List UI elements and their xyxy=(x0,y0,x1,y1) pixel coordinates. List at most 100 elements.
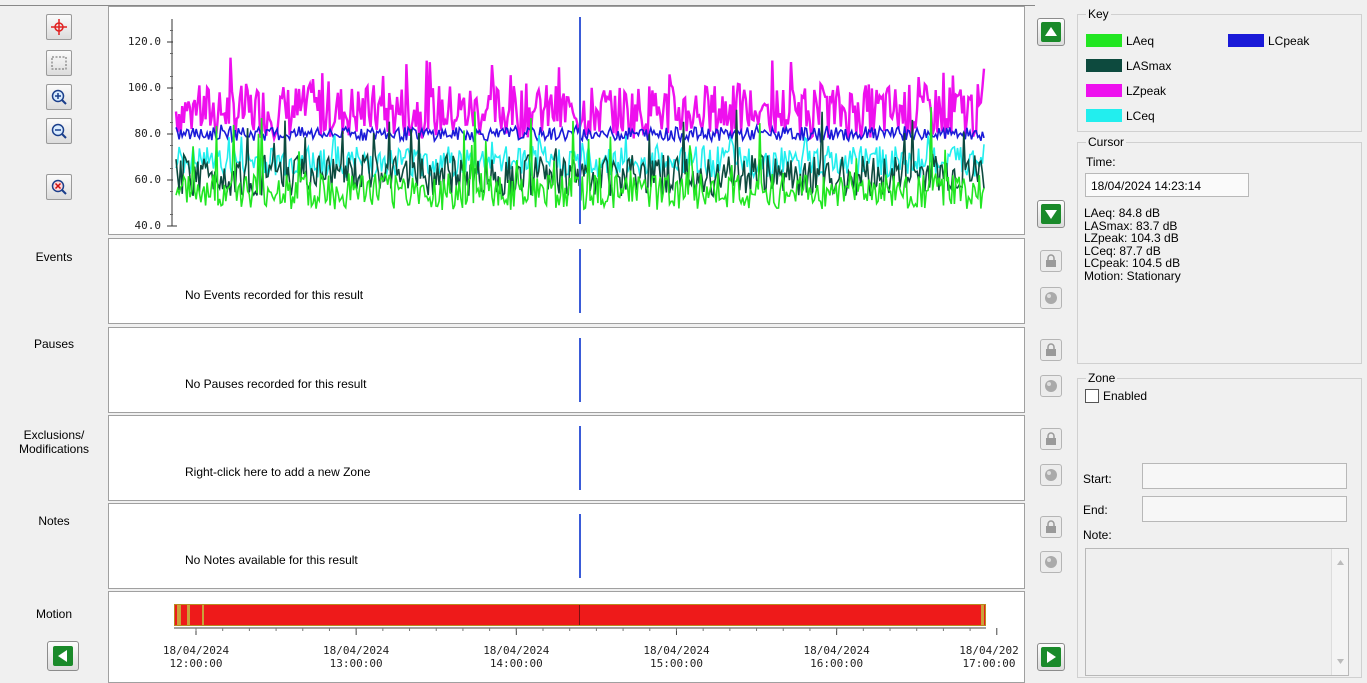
crosshair-button[interactable] xyxy=(46,14,72,40)
arrow-left-icon xyxy=(53,646,73,666)
zone-enabled-checkbox[interactable] xyxy=(1085,389,1099,403)
zoom-in-icon xyxy=(51,89,67,105)
key-label-lzpeak: LZpeak xyxy=(1126,84,1167,98)
select-rectangle-button[interactable] xyxy=(46,50,72,76)
readout-lasmax: LASmax: 83.7 dB xyxy=(1084,218,1178,233)
zoom-in-button[interactable] xyxy=(46,84,72,110)
key-swatch-lasmax xyxy=(1086,59,1122,72)
key-label-lasmax: LASmax xyxy=(1126,59,1172,73)
exclusions-row-label: Exclusions/ Modifications xyxy=(18,428,90,456)
key-swatch-lzpeak xyxy=(1086,84,1122,97)
y-tick-label: 120.0 xyxy=(127,35,161,48)
notes-row-label: Notes xyxy=(38,514,70,528)
pauses-cursor-line xyxy=(579,338,581,402)
cursor-time-field: 18/04/2024 14:23:14 xyxy=(1085,173,1249,197)
zone-start-field[interactable] xyxy=(1142,463,1347,489)
motion-panel[interactable]: 18/04/2024 12:00:00 18/04/2024 13:00:00 18… xyxy=(108,591,1025,683)
scroll-down-button[interactable] xyxy=(1037,200,1065,228)
exclusions-message: Right-click here to add a new Zone xyxy=(185,465,371,479)
select-rectangle-icon xyxy=(51,56,67,70)
zone-note-textarea[interactable] xyxy=(1085,548,1349,676)
events-panel[interactable]: No Events recorded for this result xyxy=(108,238,1025,324)
events-lock-button[interactable] xyxy=(1040,250,1062,272)
cursor-time-label: Time: xyxy=(1086,155,1116,169)
arrow-up-icon xyxy=(1041,22,1061,42)
readout-laeq: LAeq: 84.8 dB xyxy=(1084,206,1161,220)
notes-message: No Notes available for this result xyxy=(185,553,358,567)
cursor-time-value: 18/04/2024 14:23:14 xyxy=(1091,179,1202,193)
scroll-right-button[interactable] xyxy=(1037,643,1065,671)
key-title: Key xyxy=(1086,7,1111,21)
color-picker-icon xyxy=(1045,556,1057,568)
y-tick-label: 60.0 xyxy=(134,173,162,186)
exclusions-color-button[interactable] xyxy=(1040,464,1062,486)
key-label-laeq: LAeq xyxy=(1126,34,1155,48)
time-axis xyxy=(174,627,998,635)
zone-end-field[interactable] xyxy=(1142,496,1347,522)
events-row-label: Events xyxy=(35,250,73,264)
zone-start-label: Start: xyxy=(1083,472,1112,486)
readout-motion: Motion: Stationary xyxy=(1084,268,1181,283)
key-group: Key xyxy=(1077,7,1362,132)
events-message: No Events recorded for this result xyxy=(185,288,364,302)
time-cursor-line[interactable] xyxy=(579,17,581,224)
x-tick-label: 18/04/2024 16:00:00 xyxy=(803,644,870,670)
cursor-readout: LAeq: 84.8 dB LASmax: 83.7 dB LZpeak: 10… xyxy=(1084,206,1264,283)
zone-enabled-checkbox-label[interactable]: Enabled xyxy=(1085,389,1147,403)
key-swatch-laeq xyxy=(1086,34,1122,47)
cursor-title: Cursor xyxy=(1086,135,1127,149)
readout-lzpeak: LZpeak: 104.3 dB xyxy=(1084,231,1179,245)
x-tick-label: 18/04/2024 15:00:00 xyxy=(643,644,710,670)
exclusions-lock-button[interactable] xyxy=(1040,428,1062,450)
zone-note-scrollbar[interactable] xyxy=(1331,549,1348,675)
key-label-lceq: LCeq xyxy=(1126,109,1155,123)
notes-panel[interactable]: No Notes available for this result xyxy=(108,503,1025,589)
pauses-panel[interactable]: No Pauses recorded for this result xyxy=(108,327,1025,413)
notes-lock-button[interactable] xyxy=(1040,516,1062,538)
color-picker-icon xyxy=(1045,380,1057,392)
lock-icon xyxy=(1046,343,1056,356)
zone-enabled-label: Enabled xyxy=(1103,389,1148,403)
pauses-row-label: Pauses xyxy=(33,337,75,351)
lock-icon xyxy=(1046,520,1056,533)
pauses-color-button[interactable] xyxy=(1040,375,1062,397)
motion-bar xyxy=(174,604,986,626)
top-header-edge xyxy=(0,0,1035,6)
zoom-out-icon xyxy=(51,123,67,139)
scroll-left-button[interactable] xyxy=(47,641,79,671)
scrollbar-arrows-icon xyxy=(1337,560,1344,664)
zone-note-label: Note: xyxy=(1083,528,1112,542)
y-tick-label: 100.0 xyxy=(127,81,161,94)
noise-chart-panel[interactable]: 120.0 100.0 80.0 60.0 40.0 xyxy=(108,6,1025,235)
key-swatch-lceq xyxy=(1086,109,1122,122)
readout-lceq: LCeq: 87.7 dB xyxy=(1084,243,1161,258)
arrow-down-icon xyxy=(1041,204,1061,224)
readout-lcpeak: LCpeak: 104.5 dB xyxy=(1084,256,1181,270)
zoom-reset-icon xyxy=(51,179,67,195)
motion-row-label: Motion xyxy=(35,607,73,621)
color-picker-icon xyxy=(1045,292,1057,304)
events-color-button[interactable] xyxy=(1040,287,1062,309)
zone-group: Zone xyxy=(1077,371,1362,678)
exclusions-panel[interactable]: Right-click here to add a new Zone xyxy=(108,415,1025,501)
arrow-right-icon xyxy=(1041,647,1061,667)
y-tick-label: 40.0 xyxy=(134,219,162,232)
notes-cursor-line xyxy=(579,514,581,578)
crosshair-icon xyxy=(51,19,67,35)
zoom-out-button[interactable] xyxy=(46,118,72,144)
lock-icon xyxy=(1046,254,1056,267)
cursor-group: Cursor xyxy=(1077,135,1362,364)
key-swatch-lcpeak xyxy=(1228,34,1264,47)
color-picker-icon xyxy=(1045,469,1057,481)
noise-chart[interactable] xyxy=(109,7,1024,234)
notes-color-button[interactable] xyxy=(1040,551,1062,573)
scroll-up-button[interactable] xyxy=(1037,18,1065,46)
key-label-lcpeak: LCpeak xyxy=(1268,34,1310,48)
lock-icon xyxy=(1046,432,1056,445)
x-tick-label: 18/04/2024 13:00:00 xyxy=(323,644,390,670)
y-tick-label: 80.0 xyxy=(134,127,162,140)
zoom-reset-button[interactable] xyxy=(46,174,72,200)
zone-title: Zone xyxy=(1086,371,1118,385)
pauses-lock-button[interactable] xyxy=(1040,339,1062,361)
pauses-message: No Pauses recorded for this result xyxy=(185,377,367,391)
